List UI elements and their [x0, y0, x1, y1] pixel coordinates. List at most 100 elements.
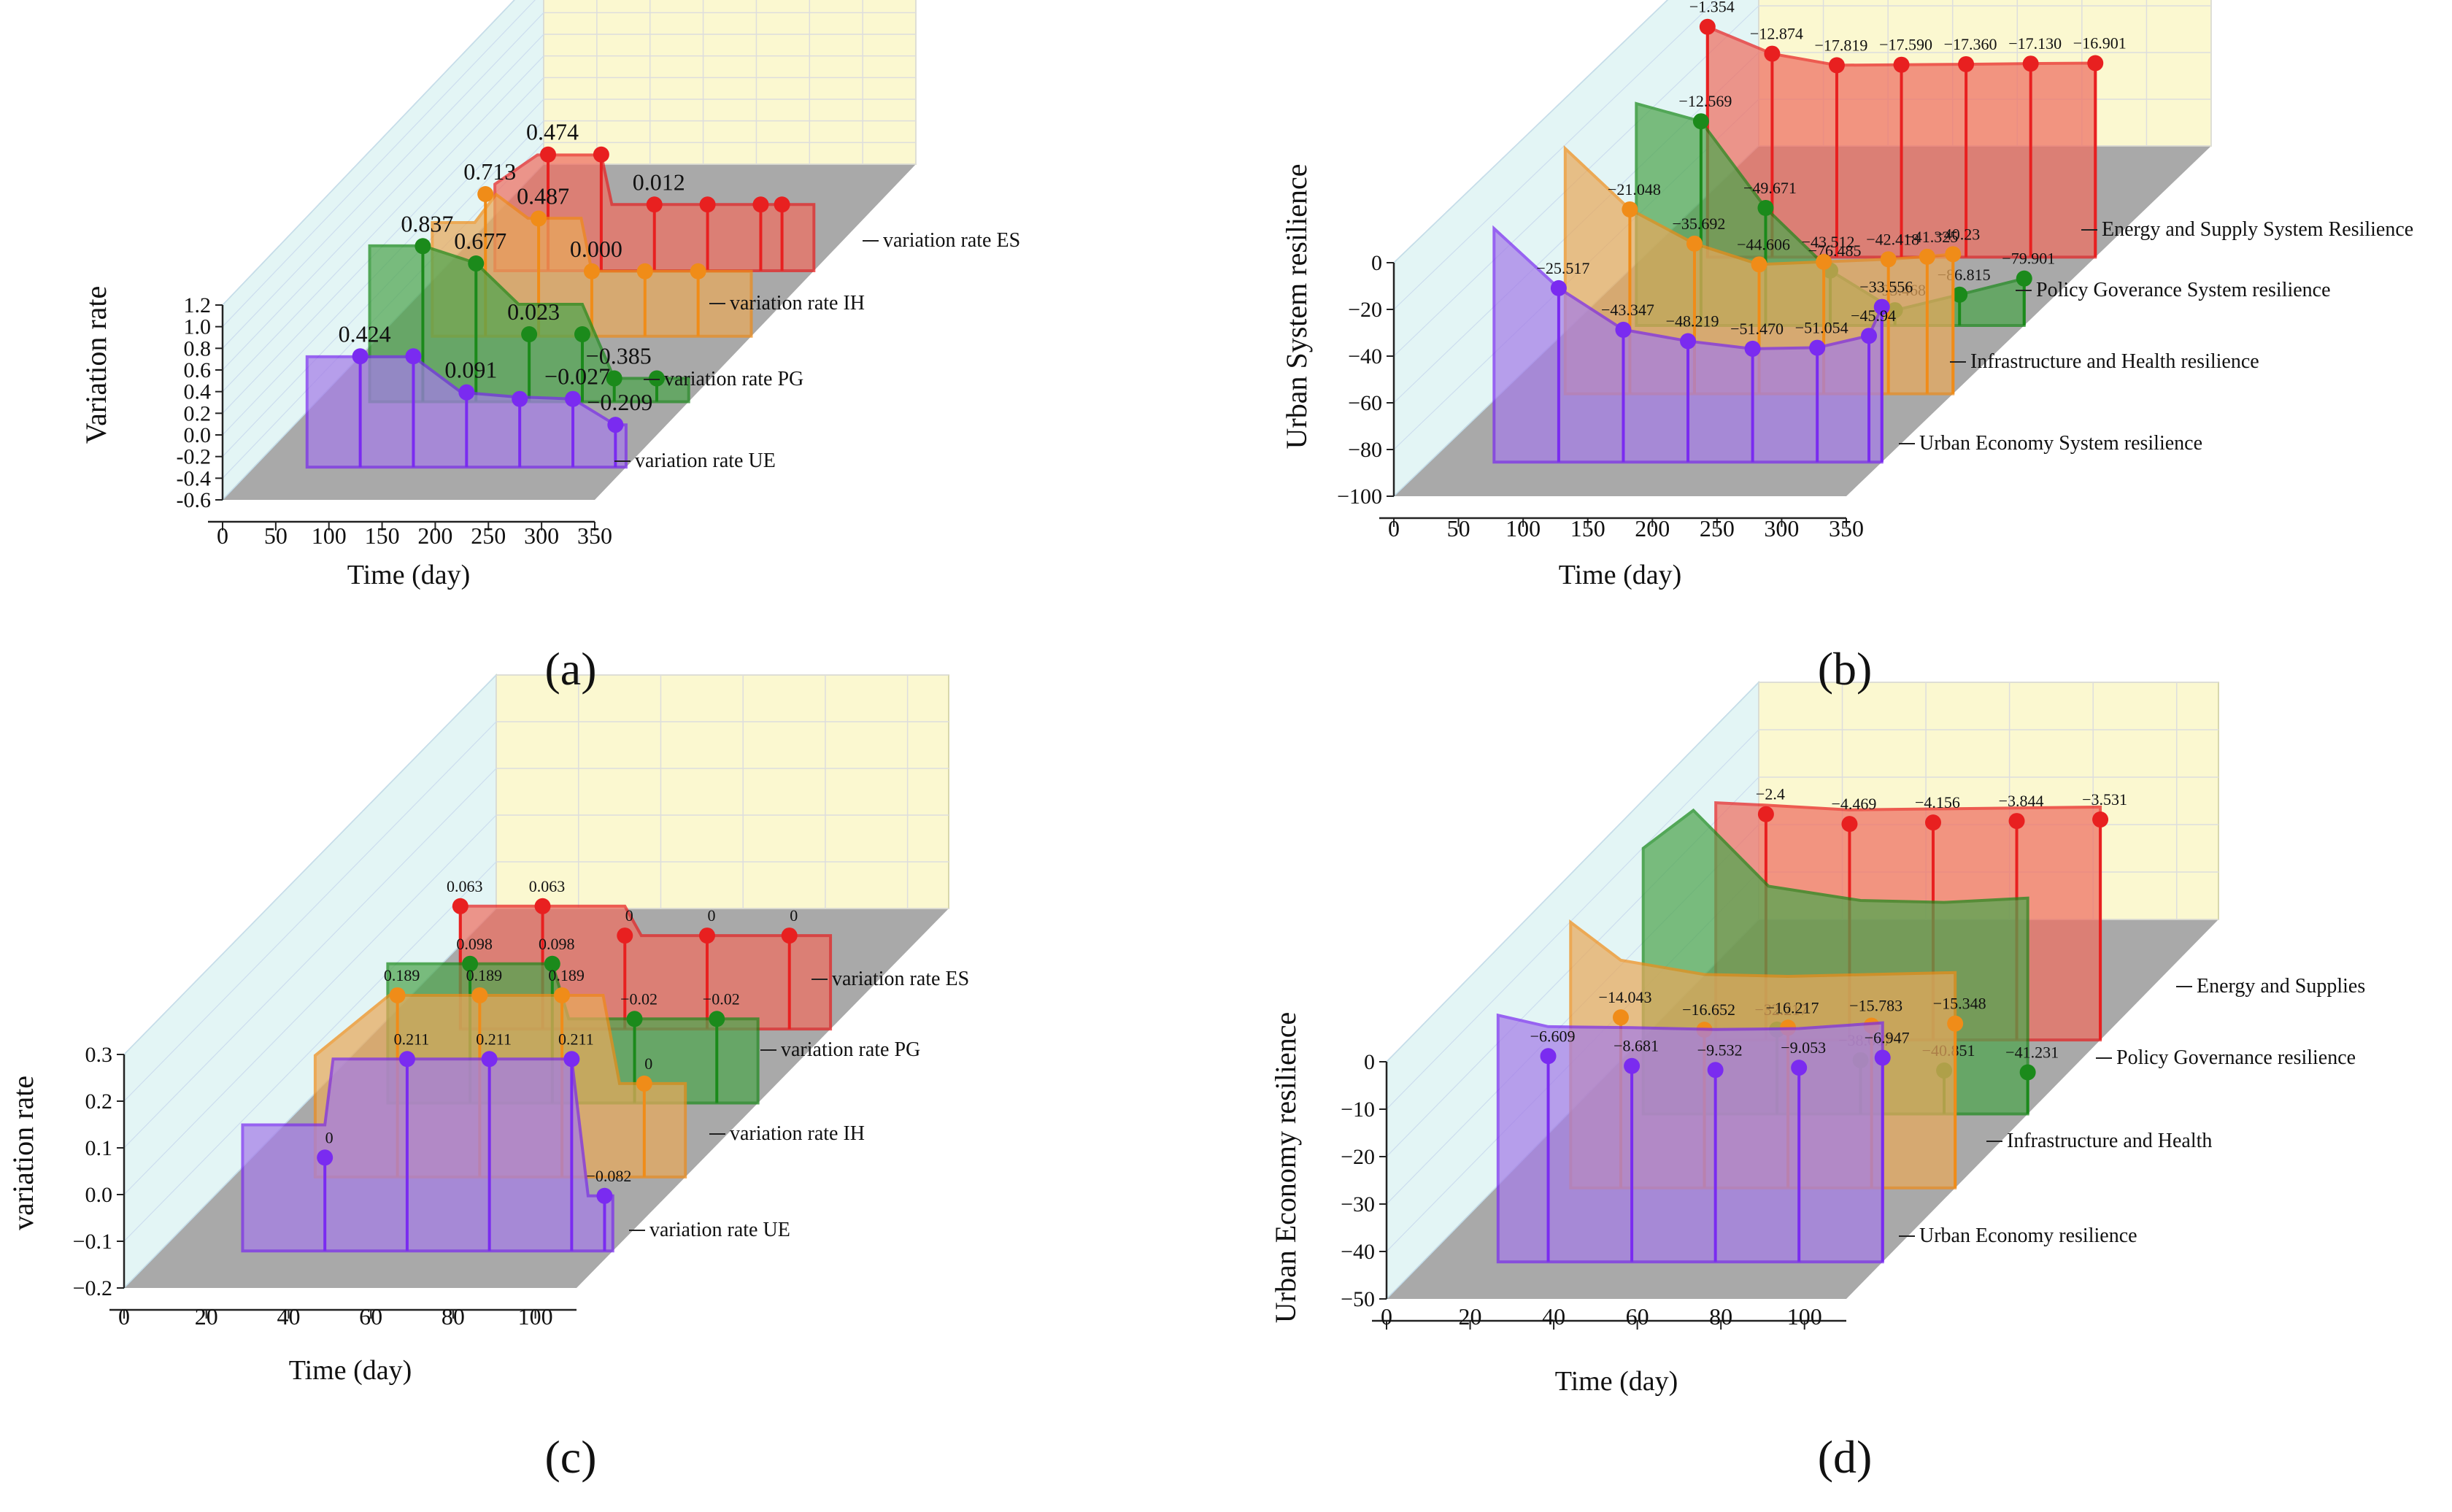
data-label: 0.837 [401, 210, 453, 236]
y-tick-label: 1.2 [184, 293, 212, 317]
grid-line [123, 861, 497, 1242]
data-label: 0.063 [447, 877, 483, 895]
stem-marker [596, 1187, 613, 1204]
stem-marker [774, 196, 790, 213]
stem-marker [477, 185, 494, 202]
series-label: variation rate PG [664, 368, 803, 390]
y-tick-label: −0.1 [73, 1230, 112, 1254]
stem-marker [1873, 298, 1890, 315]
x-tick-label: 250 [1700, 515, 1735, 541]
stem-marker [2092, 811, 2109, 828]
data-label: 0.211 [394, 1030, 430, 1048]
series-label: Infrastructure and Health [2007, 1130, 2212, 1152]
x-tick-label: 50 [264, 522, 288, 549]
data-label: 0 [644, 1054, 652, 1073]
stem-marker [462, 955, 479, 972]
data-label: 0.091 [444, 357, 497, 383]
y-tick-label: 0.0 [184, 423, 212, 447]
data-label: −1.354 [1689, 0, 1735, 16]
y-tick-label: -0.4 [177, 466, 212, 490]
y-tick-label: −30 [1341, 1192, 1375, 1216]
series-UE: −6.609 −8.681 −9.532 −9.053 −6.947 Urban Econ… [1496, 1013, 2137, 1264]
stem-marker [1686, 235, 1703, 252]
stem-marker [554, 987, 571, 1003]
data-label: −43.347 [1601, 301, 1654, 319]
data-label: 0 [325, 1128, 334, 1146]
data-label: 0.424 [339, 320, 391, 347]
stem-marker [415, 238, 431, 255]
data-label: −16.652 [1682, 1000, 1735, 1019]
y-tick-label: 0.8 [184, 336, 212, 360]
data-label: −15.348 [1933, 995, 1986, 1013]
data-label: −43.512 [1802, 233, 1855, 251]
x-tick-label: 100 [312, 522, 347, 549]
x-tick-label: 100 [1787, 1303, 1822, 1330]
stem-marker [698, 927, 715, 944]
series-UE: 0 0.211 0.211 0.211 −0.082 variation rate UE [241, 1030, 790, 1253]
series-area [368, 244, 690, 404]
data-label: −25.517 [1536, 259, 1589, 277]
data-label: −14.043 [1599, 988, 1652, 1006]
data-label: −0.082 [586, 1167, 631, 1185]
stem-marker [583, 263, 600, 279]
stem-marker [1947, 1015, 1964, 1032]
series-label: Energy and Supplies [2197, 975, 2365, 998]
series-label: Infrastructure and Health resilience [1970, 350, 2259, 373]
stem-marker [1680, 333, 1697, 350]
stem-marker [534, 898, 551, 914]
series-label: variation rate IH [730, 1122, 865, 1145]
data-label: −8.681 [1614, 1037, 1659, 1055]
data-label: −12.874 [1750, 25, 1803, 43]
y-tick-label: −80 [1348, 438, 1382, 462]
x-tick-label: 150 [365, 522, 400, 549]
data-label: 0.000 [570, 236, 622, 262]
data-label: −41.325 [1905, 228, 1958, 246]
x-tick-label: 100 [518, 1303, 553, 1330]
series-label: variation rate ES [883, 229, 1020, 252]
stem-marker [1861, 328, 1878, 344]
y-tick-label: 0.1 [85, 1136, 113, 1160]
data-label: −9.053 [1781, 1038, 1826, 1057]
stem-marker [2087, 55, 2104, 72]
stem-marker [468, 255, 485, 272]
series-IH: −21.048 −35.692 −44.606 −43.512 −42.418−41.3… [1563, 144, 2259, 396]
x-tick-label: 0 [118, 1303, 130, 1330]
stem-marker [1550, 279, 1567, 296]
data-label: −0.02 [620, 990, 658, 1008]
data-label: 0.487 [517, 183, 569, 209]
grid-line [123, 814, 497, 1195]
grid-line [123, 768, 497, 1149]
series-label: Energy and Supply System Resilience [2102, 218, 2413, 241]
stem-marker [1809, 339, 1826, 356]
y-tick-label: −20 [1348, 298, 1382, 322]
grid-line [123, 721, 497, 1102]
stem-marker [752, 196, 769, 213]
data-label: −15.783 [1849, 996, 1902, 1014]
stem-marker [1893, 56, 1910, 73]
y-tick-label: −40 [1341, 1240, 1375, 1264]
y-tick-label: −50 [1341, 1287, 1375, 1311]
data-label: 0 [707, 906, 715, 925]
stem-marker [565, 390, 582, 407]
stem-marker [544, 955, 560, 972]
stem-marker [1757, 199, 1774, 216]
y-tick-label: −60 [1348, 391, 1382, 415]
data-label: −79.901 [2002, 250, 2055, 268]
stem-marker [626, 1011, 643, 1027]
data-label: 0.211 [476, 1030, 512, 1048]
back-wall [543, 0, 917, 165]
y-tick-label: -0.2 [177, 445, 212, 469]
stem-marker [1751, 256, 1767, 273]
stem-marker [1791, 1060, 1808, 1076]
x-axis-label: Time (day) [347, 560, 471, 590]
data-label: −51.054 [1795, 319, 1848, 337]
stem-marker [452, 898, 469, 914]
stem-marker [317, 1149, 334, 1166]
data-label: 0.211 [558, 1030, 594, 1048]
data-label: −0.209 [587, 389, 652, 415]
stem-marker [1951, 286, 1968, 303]
data-label: 0.677 [454, 228, 506, 254]
y-tick-label: 0.6 [184, 358, 212, 382]
y-tick-label: 0.2 [85, 1089, 113, 1114]
series-label: variation rate IH [730, 292, 865, 315]
